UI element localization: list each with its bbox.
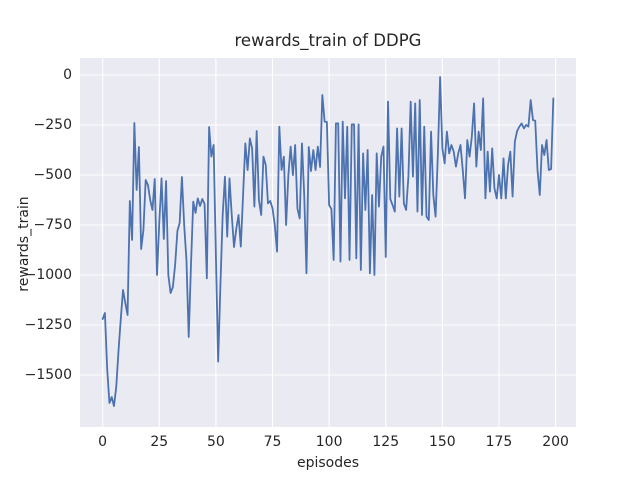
y-tick-label: −1250	[24, 317, 72, 333]
x-tick-label: 175	[485, 434, 513, 450]
x-tick-label: 100	[315, 434, 343, 450]
x-tick-label: 50	[206, 434, 225, 450]
chart-title: rewards_train of DDPG	[234, 31, 422, 50]
x-tick-label: 150	[428, 434, 456, 450]
plot-area-background	[80, 58, 576, 427]
x-tick-label: 0	[98, 434, 108, 450]
y-tick-label: −250	[33, 117, 72, 133]
y-tick-label: −750	[33, 217, 72, 233]
y-tick-label: −1500	[24, 367, 72, 383]
x-tick-label: 125	[372, 434, 400, 450]
x-axis-label: episodes	[296, 455, 360, 471]
y-tick-label: −1000	[24, 267, 72, 283]
x-tick-label: 25	[150, 434, 169, 450]
rewards-train-line	[101, 76, 555, 407]
x-tick-label: 200	[542, 434, 569, 450]
y-axis-label: rewards_train	[16, 196, 32, 292]
y-tick-label: −500	[33, 167, 72, 183]
y-tick-label: 0	[63, 67, 72, 83]
x-tick-label: 75	[263, 434, 282, 450]
